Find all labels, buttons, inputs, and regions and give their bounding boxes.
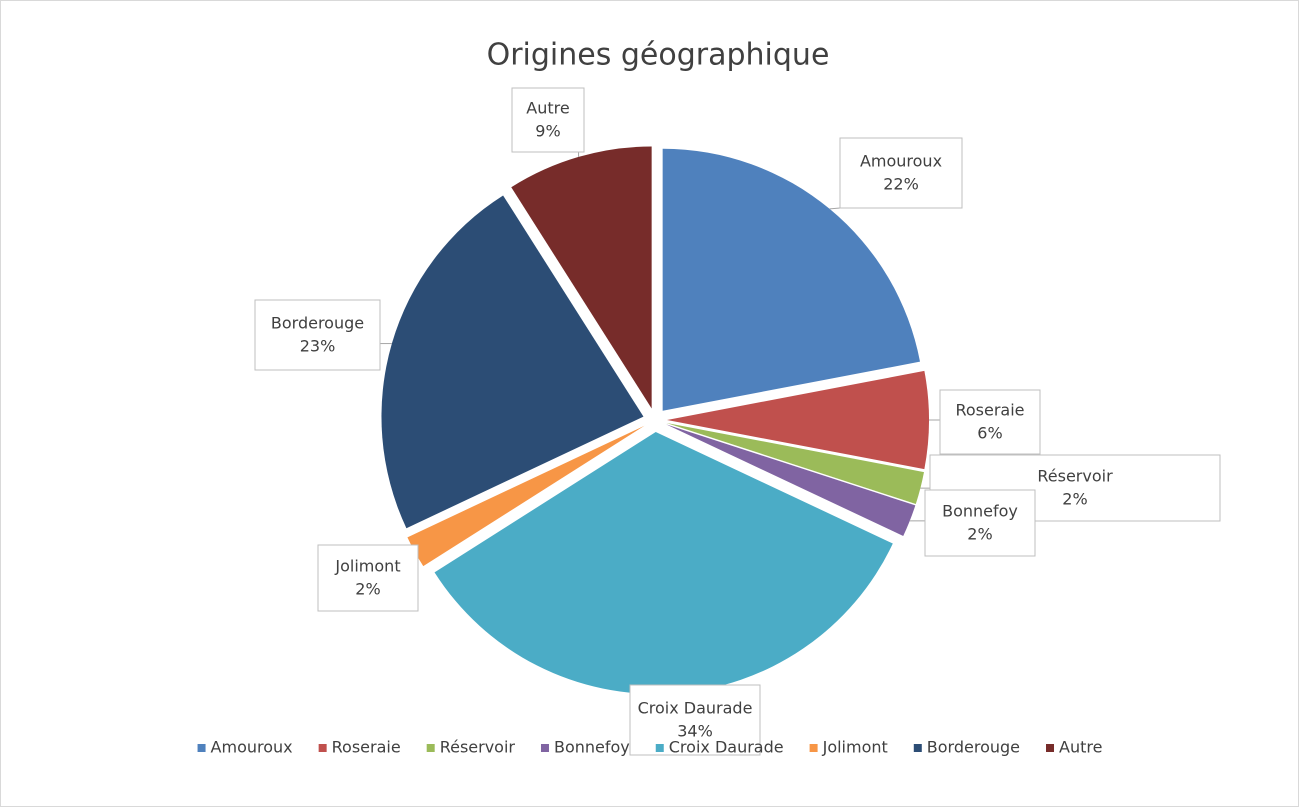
data-label-name: Borderouge xyxy=(271,314,364,333)
pie-slice xyxy=(434,431,893,694)
data-label-name: Croix Daurade xyxy=(638,699,753,718)
pie-slice xyxy=(407,425,645,567)
data-label-value: 34% xyxy=(677,722,713,741)
label-box xyxy=(629,684,761,756)
data-label-value: 6% xyxy=(977,424,1002,443)
pie-slice xyxy=(662,148,921,411)
legend-swatch xyxy=(655,744,664,752)
legend-swatch xyxy=(197,744,206,752)
legend-swatch xyxy=(1046,744,1055,752)
legend: Amouroux Roseraie Réservoir Bonnefoy Croix D… xyxy=(197,738,1102,757)
pie-slice xyxy=(666,424,916,536)
legend-label: Réservoir xyxy=(440,738,516,757)
data-label-name: Bonnefoy xyxy=(942,502,1018,521)
label-box xyxy=(924,489,1036,557)
data-label-name: Réservoir xyxy=(1037,467,1113,486)
legend-label: Autre xyxy=(1059,738,1102,757)
data-label-value: 9% xyxy=(535,122,560,141)
pie-slice xyxy=(667,370,930,470)
data-label-name: Jolimont xyxy=(334,557,400,576)
legend-label: Croix Daurade xyxy=(669,738,784,757)
label-box xyxy=(939,389,1041,455)
data-label-name: Roseraie xyxy=(955,401,1024,420)
label-box xyxy=(254,299,381,371)
legend-label: Roseraie xyxy=(332,738,401,757)
data-label-value: 23% xyxy=(300,337,336,356)
data-label-value: 2% xyxy=(1062,490,1087,509)
legend-swatch xyxy=(913,744,922,752)
pie-slice xyxy=(666,422,924,504)
data-label-value: 22% xyxy=(883,175,919,194)
legend-swatch xyxy=(809,744,818,752)
data-label-value: 2% xyxy=(967,525,992,544)
legend-label: Borderouge xyxy=(927,738,1020,757)
data-label-value: 2% xyxy=(355,580,380,599)
label-box xyxy=(317,544,419,612)
leader-line xyxy=(829,207,841,210)
legend-label: Bonnefoy xyxy=(554,738,630,757)
pie-slice xyxy=(381,195,644,529)
legend-swatch xyxy=(540,744,549,752)
legend-label: Amouroux xyxy=(211,738,293,757)
label-box xyxy=(511,87,585,153)
label-box xyxy=(839,137,963,209)
data-label-name: Amouroux xyxy=(860,152,942,171)
legend-label: Jolimont xyxy=(822,738,888,757)
pie-slice xyxy=(511,146,652,409)
chart-title: Origines géographique xyxy=(487,38,830,73)
legend-swatch xyxy=(426,744,435,752)
legend-swatch xyxy=(318,744,327,752)
data-label-name: Autre xyxy=(526,99,569,118)
